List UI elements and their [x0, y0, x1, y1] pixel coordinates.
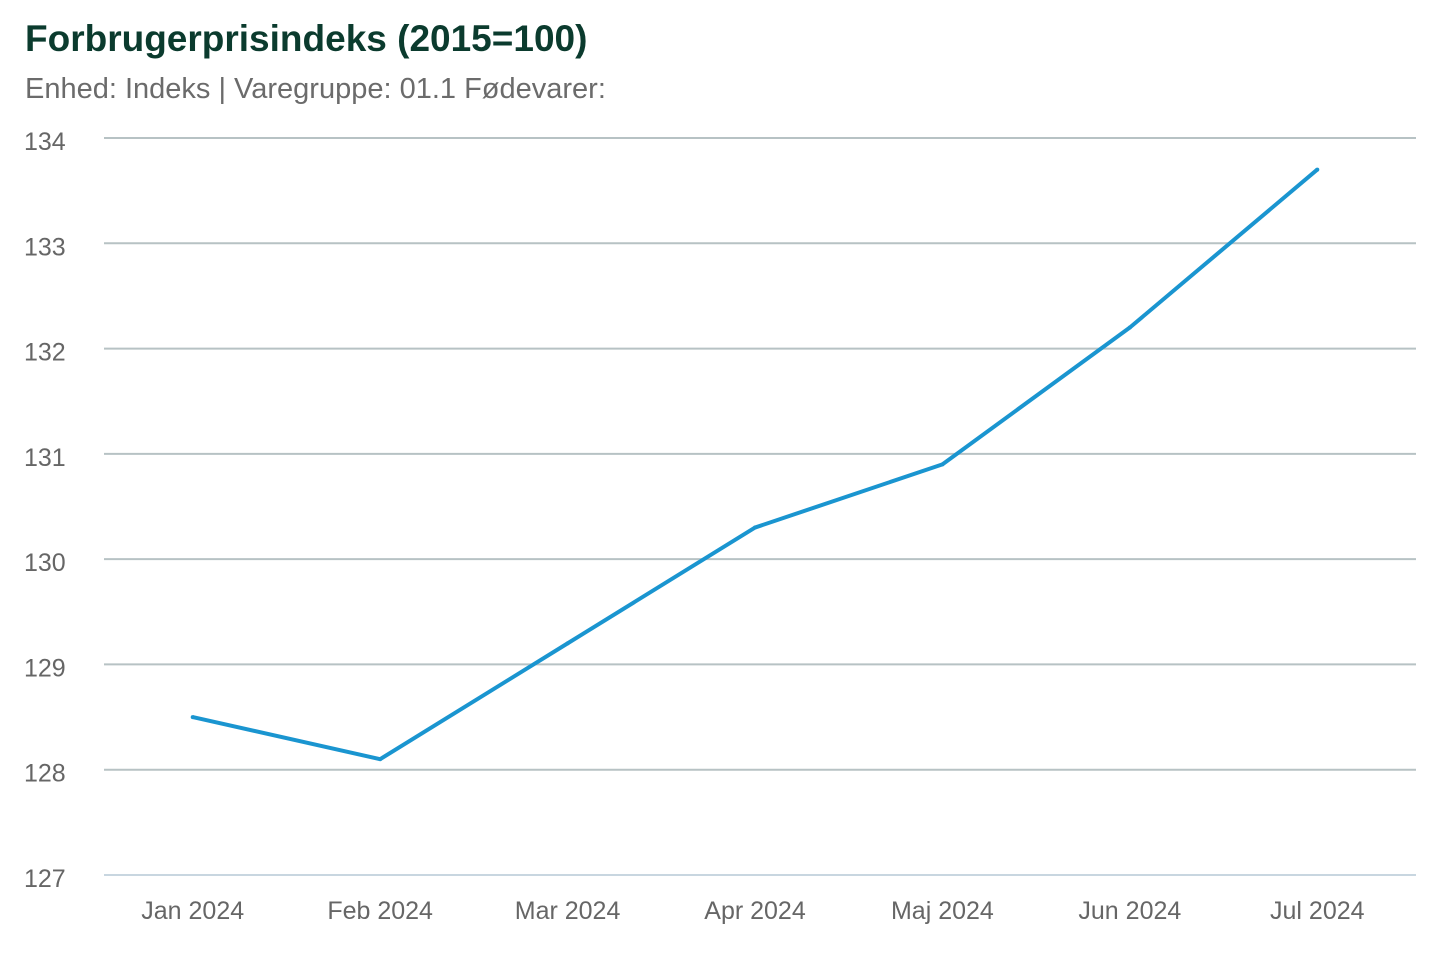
x-tick-label: Jan 2024: [141, 897, 244, 925]
y-tick-label: 132: [24, 339, 66, 367]
x-tick-label: Mar 2024: [515, 897, 621, 925]
y-tick-label: 134: [24, 128, 66, 156]
chart-subtitle: Enhed: Indeks | Varegruppe: 01.1 Fødevar…: [25, 73, 606, 105]
data-point: [378, 757, 383, 762]
data-point: [1315, 167, 1320, 172]
y-tick-label: 129: [24, 654, 66, 682]
y-tick-label: 127: [24, 865, 66, 893]
data-point: [940, 462, 945, 467]
x-tick-label: Jul 2024: [1270, 897, 1365, 925]
y-tick-label: 133: [24, 233, 66, 261]
y-tick-label: 128: [24, 760, 66, 788]
data-point: [1127, 325, 1132, 330]
x-tick-label: Jun 2024: [1078, 897, 1181, 925]
data-point: [190, 715, 195, 720]
data-point: [565, 641, 570, 646]
y-tick-label: 131: [24, 444, 66, 472]
y-tick-label: 130: [24, 549, 66, 577]
x-tick-label: Maj 2024: [891, 897, 994, 925]
chart-title: Forbrugerprisindeks (2015=100): [25, 18, 588, 59]
x-tick-label: Feb 2024: [327, 897, 433, 925]
x-tick-label: Apr 2024: [704, 897, 806, 925]
data-point: [753, 525, 757, 530]
series-line: [192, 168, 1319, 762]
